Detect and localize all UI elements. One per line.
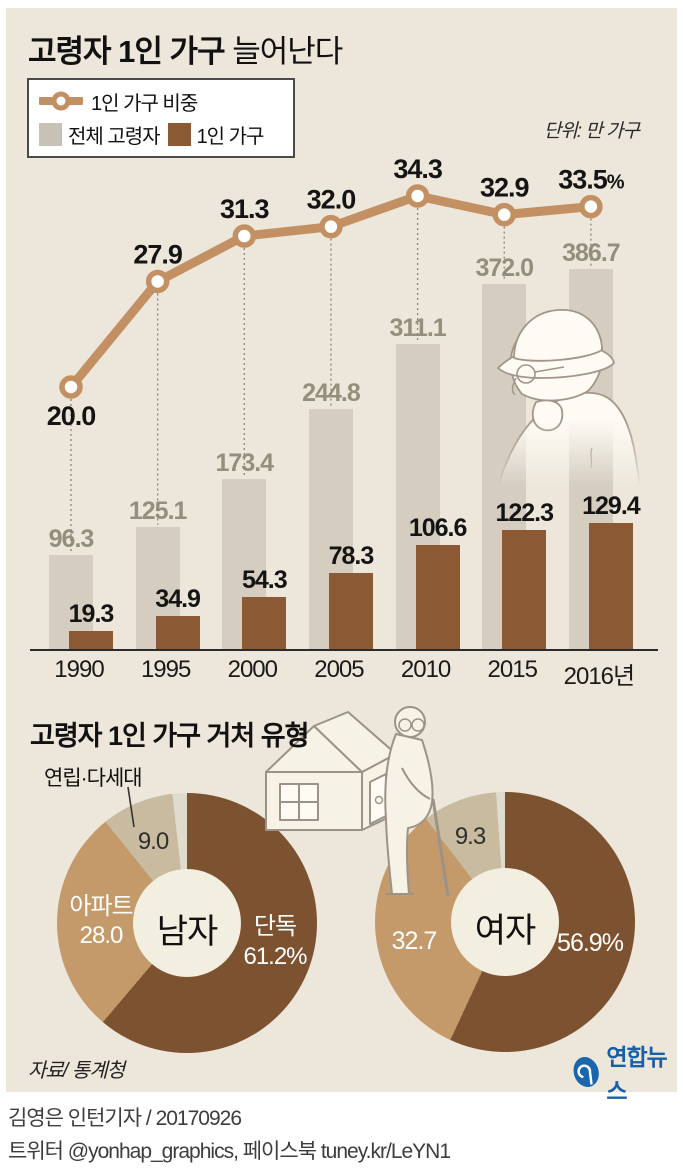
svg-text:33.5%: 33.5% [558, 165, 625, 195]
bar-single [415, 544, 460, 650]
house-and-oldman-illustration [265, 706, 450, 897]
svg-text:34.3: 34.3 [393, 154, 443, 184]
x-axis-label: 2016년 [563, 663, 635, 690]
bar-single [588, 522, 633, 650]
bar-total-value: 386.7 [562, 239, 621, 268]
x-axis-label: 2015 [487, 656, 538, 683]
yonhap-logo-icon [573, 1057, 599, 1087]
legend-total-label: 전체 고령자 [68, 126, 161, 149]
oldman-head-illustration [495, 309, 641, 494]
male-apartment-value: 28.0 [79, 922, 124, 949]
male-apartment-name: 아파트 [69, 893, 133, 920]
svg-text:32.9: 32.9 [480, 173, 530, 203]
legend-row-bars: 전체 고령자 1인 가구 [39, 120, 283, 149]
callout-yeonlip-label: 연립·다세대 [44, 767, 143, 790]
donut-male [57, 793, 317, 1053]
legend-single-pair: 1인 가구 [167, 120, 265, 149]
bar-single [155, 615, 200, 650]
female-apartment-value: 32.7 [391, 927, 438, 955]
female-dandok-value: 56.9% [557, 929, 624, 957]
bar-single-value: 122.3 [495, 498, 554, 527]
x-axis-line [30, 649, 658, 651]
male-dandok-value: 61.2% [243, 943, 307, 970]
donut-hole [133, 869, 241, 977]
svg-text:32.0: 32.0 [307, 185, 356, 215]
bar-total-value: 372.0 [475, 253, 534, 282]
svg-text:31.3: 31.3 [220, 194, 270, 224]
bar-total-value: 173.4 [215, 449, 275, 478]
credit-social: 트위터 @yonhap_graphics, 페이스북 tuney.kr/LeYN… [8, 1140, 451, 1163]
chart-legend: 1인 가구 비중 전체 고령자 1인 가구 [27, 78, 295, 158]
bar-single [502, 529, 547, 650]
male-center-label: 남자 [156, 913, 219, 951]
svg-text:20.0: 20.0 [47, 401, 96, 431]
page-title-emphasis: 고령자 1인 가구 [28, 34, 226, 69]
legend-row-line: 1인 가구 비중 [39, 87, 283, 116]
x-axis-label: 1995 [140, 656, 191, 683]
bar-single-value: 19.3 [68, 599, 115, 628]
x-axis-label: 2005 [314, 656, 364, 683]
x-axis-label: 2010 [400, 656, 451, 683]
x-axis-label: 2000 [227, 656, 278, 683]
bar-single-value: 54.3 [241, 565, 288, 594]
bar-single-value: 78.3 [328, 541, 375, 570]
page-title: 고령자 1인 가구 늘어난다 [28, 26, 343, 71]
svg-text:27.9: 27.9 [133, 239, 183, 269]
single-swatch-icon [167, 123, 191, 147]
page-title-rest: 늘어난다 [224, 34, 343, 69]
female-center-label: 여자 [474, 912, 537, 950]
bar-single [328, 572, 373, 650]
bar-total-value: 244.8 [302, 378, 361, 407]
legend-ratio-label: 1인 가구 비중 [91, 92, 198, 115]
credit-reporter: 김영은 인턴기자 / 20170926 [8, 1107, 242, 1130]
callout-pointer-line [127, 786, 135, 828]
yonhap-logo: 연합뉴스 [570, 1044, 683, 1104]
legend-single-label: 1인 가구 [196, 126, 265, 149]
male-apartment-label: 아파트 28.0 [55, 892, 147, 950]
bar-total-value: 96.3 [48, 525, 95, 554]
x-axis-label: 1990 [54, 656, 104, 683]
bar-single [242, 596, 287, 650]
bar-single-value: 106.6 [408, 513, 468, 542]
yonhap-logo-text: 연합뉴스 [606, 1044, 667, 1104]
male-yeonlip-value: 9.0 [137, 828, 169, 855]
total-swatch-icon [39, 123, 62, 147]
donut-hole [451, 868, 559, 976]
legend-total-pair: 전체 고령자 [39, 120, 161, 149]
bar-single [69, 630, 113, 650]
male-dandok-label: 단독 61.2% [227, 912, 323, 972]
donut-female [375, 792, 635, 1052]
bar-total-value: 125.1 [128, 496, 188, 525]
bar-single-value: 34.9 [155, 584, 201, 613]
section2-title: 고령자 1인 가구 거처 유형 [30, 721, 309, 751]
line-marker-icon [39, 91, 83, 111]
source-label: 자료/ 통계청 [28, 1060, 125, 1082]
female-yeonlip-value: 9.3 [454, 823, 486, 850]
unit-label: 단위: 만 가구 [543, 121, 640, 142]
bar-single-value: 129.4 [582, 491, 641, 520]
bar-total-value: 311.1 [389, 313, 447, 342]
male-dandok-name: 단독 [253, 913, 297, 940]
